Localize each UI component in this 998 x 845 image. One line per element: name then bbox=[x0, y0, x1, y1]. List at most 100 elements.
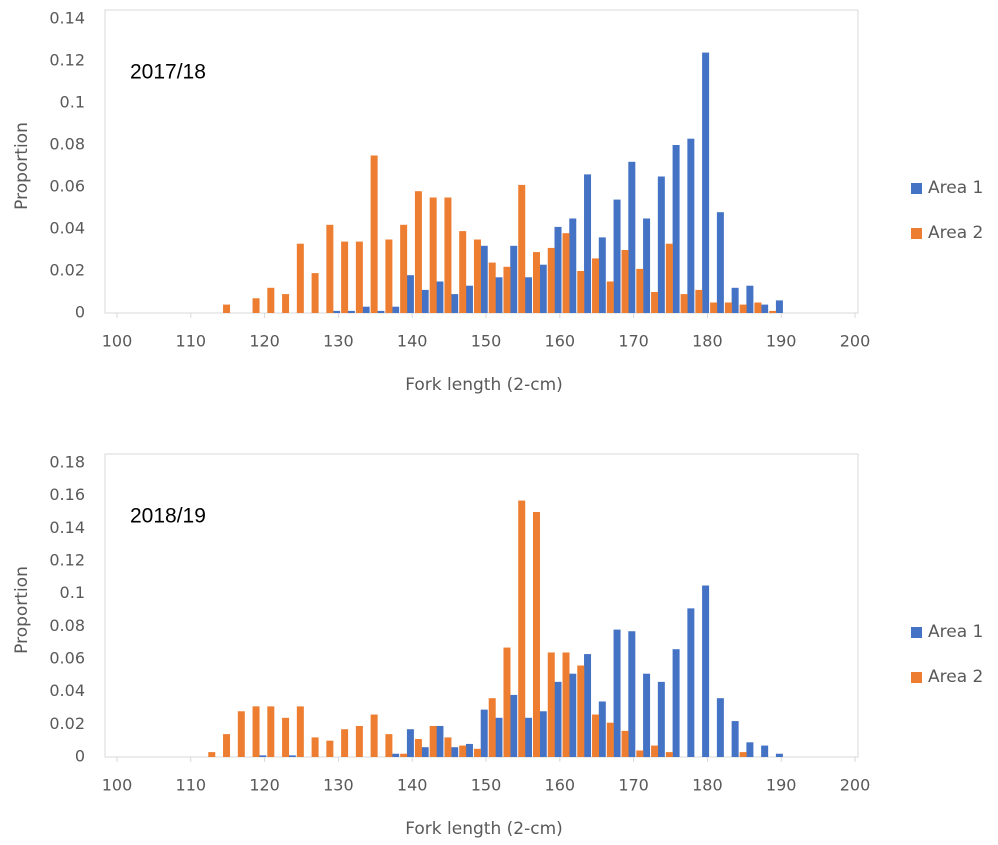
bar bbox=[716, 212, 724, 313]
bar bbox=[436, 725, 444, 757]
bar bbox=[657, 681, 665, 757]
x-tick-label: 200 bbox=[840, 776, 871, 795]
bar bbox=[510, 245, 518, 313]
bar bbox=[577, 271, 585, 313]
bar bbox=[539, 264, 547, 313]
bar bbox=[716, 698, 724, 757]
legend-swatch bbox=[911, 228, 922, 239]
x-tick-label: 100 bbox=[102, 776, 133, 795]
bar bbox=[355, 725, 363, 757]
bar bbox=[385, 239, 393, 313]
bar bbox=[392, 306, 400, 313]
bar bbox=[252, 298, 260, 313]
bar bbox=[326, 224, 334, 313]
bar bbox=[406, 275, 414, 313]
legend-swatch bbox=[911, 627, 922, 638]
y-tick-label: 0.04 bbox=[49, 219, 85, 238]
x-tick-label: 130 bbox=[323, 776, 354, 795]
bar bbox=[510, 694, 518, 757]
bar bbox=[429, 197, 437, 313]
bar bbox=[392, 753, 400, 757]
bar bbox=[754, 302, 762, 313]
x-tick-label: 200 bbox=[840, 332, 871, 351]
bar bbox=[296, 706, 304, 757]
bar bbox=[311, 273, 319, 313]
legend-label: Area 2 bbox=[928, 223, 983, 243]
bar bbox=[223, 304, 231, 313]
bar bbox=[569, 218, 577, 313]
y-tick-label: 0.06 bbox=[49, 649, 85, 668]
bar bbox=[459, 231, 467, 313]
bar bbox=[414, 739, 422, 757]
bar bbox=[651, 745, 659, 757]
bar bbox=[598, 237, 606, 313]
bar bbox=[769, 310, 777, 313]
bar bbox=[562, 233, 570, 313]
bar bbox=[488, 698, 496, 757]
bar bbox=[311, 737, 319, 757]
bar bbox=[643, 673, 651, 757]
bar bbox=[657, 176, 665, 313]
x-tick-label: 120 bbox=[249, 776, 280, 795]
bar bbox=[451, 747, 459, 757]
y-tick-label: 0.04 bbox=[49, 681, 85, 700]
bar bbox=[341, 241, 349, 313]
bar bbox=[687, 608, 695, 757]
x-axis-label: Fork length (2-cm) bbox=[405, 375, 563, 395]
bar bbox=[775, 300, 783, 313]
bar bbox=[672, 145, 680, 313]
bar bbox=[651, 292, 659, 313]
bar bbox=[739, 752, 747, 757]
y-tick-label: 0 bbox=[75, 747, 85, 766]
bar bbox=[628, 161, 636, 313]
legend-label: Area 2 bbox=[928, 667, 983, 687]
bar bbox=[465, 285, 473, 313]
x-tick-label: 150 bbox=[471, 332, 502, 351]
bar bbox=[267, 706, 275, 757]
bar bbox=[223, 734, 231, 757]
y-tick-label: 0.16 bbox=[49, 485, 85, 504]
bar bbox=[606, 281, 614, 313]
bar bbox=[613, 199, 621, 313]
annotation: 2018/19 bbox=[130, 505, 206, 528]
x-tick-label: 140 bbox=[397, 776, 428, 795]
bar bbox=[775, 753, 783, 757]
x-tick-label: 180 bbox=[692, 776, 723, 795]
bar bbox=[421, 289, 429, 313]
bar bbox=[267, 287, 275, 313]
bar bbox=[524, 277, 532, 313]
bar bbox=[562, 652, 570, 757]
y-tick-label: 0.08 bbox=[49, 616, 85, 635]
bar bbox=[731, 721, 739, 757]
bar bbox=[503, 647, 511, 757]
bar bbox=[592, 714, 600, 757]
x-axis-label: Fork length (2-cm) bbox=[405, 819, 563, 839]
x-tick-label: 160 bbox=[545, 332, 576, 351]
x-tick-label: 120 bbox=[249, 332, 280, 351]
y-tick-label: 0.12 bbox=[49, 551, 85, 570]
legend-swatch bbox=[911, 672, 922, 683]
bar bbox=[584, 654, 592, 757]
bar bbox=[465, 743, 473, 757]
bar bbox=[665, 752, 673, 757]
bar bbox=[628, 631, 636, 757]
bar bbox=[362, 306, 370, 313]
bar bbox=[739, 304, 747, 313]
y-axis-label: Proportion bbox=[12, 122, 32, 210]
bar bbox=[643, 218, 651, 313]
bar bbox=[503, 266, 511, 313]
bar bbox=[539, 711, 547, 757]
bar bbox=[288, 755, 296, 757]
bar bbox=[621, 730, 629, 757]
bar bbox=[488, 262, 496, 313]
bar bbox=[480, 709, 488, 757]
bar bbox=[532, 512, 540, 757]
x-tick-label: 140 bbox=[397, 332, 428, 351]
bar bbox=[702, 585, 710, 757]
bar bbox=[746, 285, 754, 313]
bar bbox=[687, 138, 695, 313]
bar bbox=[569, 673, 577, 757]
bar bbox=[613, 629, 621, 757]
y-tick-label: 0.1 bbox=[60, 583, 85, 602]
x-tick-label: 190 bbox=[766, 776, 797, 795]
